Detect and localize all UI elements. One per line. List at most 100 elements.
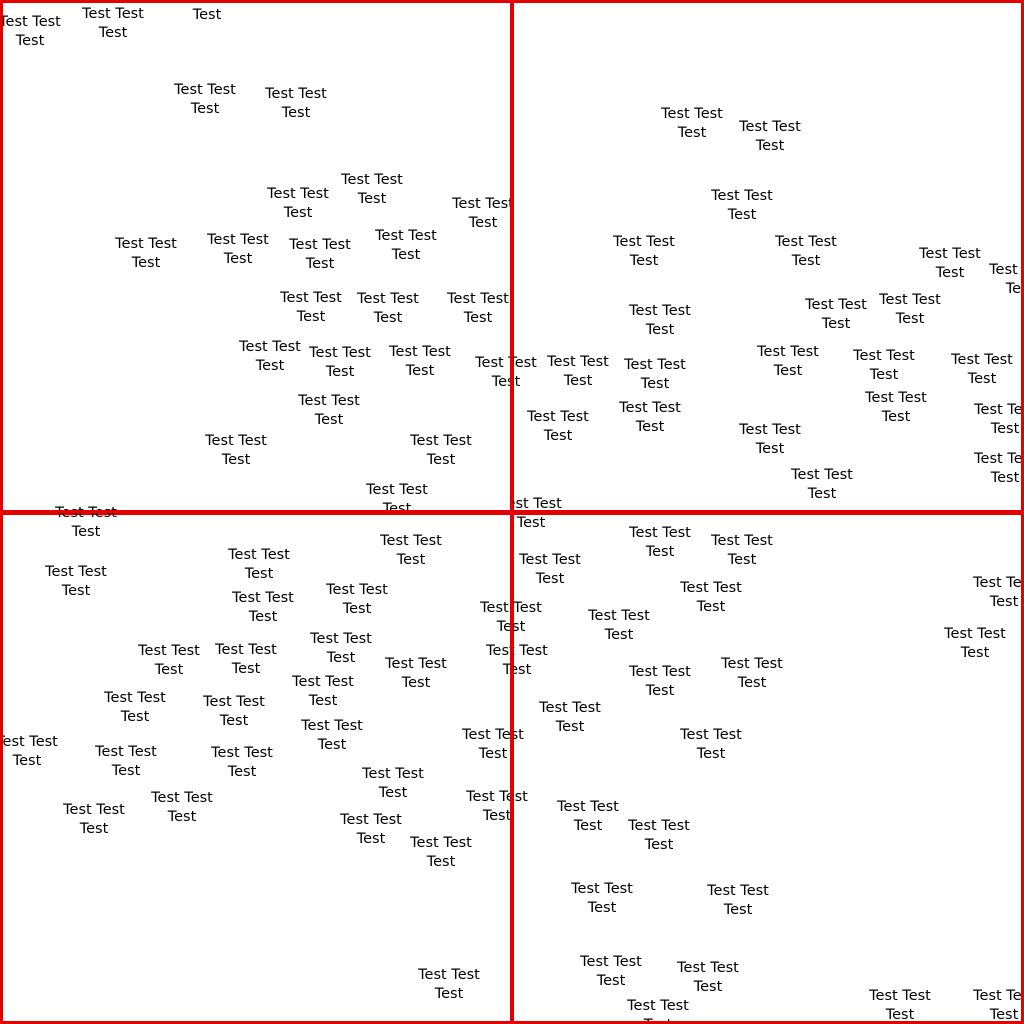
test-label: Test Test Test	[138, 643, 200, 678]
test-label: Test Test Test	[239, 339, 301, 374]
test-label: Test Test Test	[375, 228, 437, 263]
test-label: Test Test Test	[389, 344, 451, 379]
test-label: Test Test Test	[452, 196, 514, 231]
test-label: Test Test Test	[55, 510, 117, 540]
test-label: Test Test Test	[309, 345, 371, 380]
test-label: Test Test Test	[45, 564, 107, 599]
test-label: Test Test Test	[280, 290, 342, 325]
test-label: Test Test Test	[680, 727, 742, 762]
test-label: Test Test Test	[613, 234, 675, 269]
test-label: Test Test Test	[629, 525, 691, 560]
test-label: Test Test Test	[629, 664, 691, 699]
test-label: Test Test Test	[357, 513, 437, 519]
test-label: Test Test Test	[174, 82, 236, 117]
test-label: Test Test Test	[580, 954, 642, 989]
test-label: Test Test Test	[739, 119, 801, 154]
test-label: Test Test Test	[944, 626, 1006, 661]
test-label: Test Test Test	[289, 237, 351, 272]
test-label: Test Test Test	[466, 789, 514, 824]
test-label: Test Test Test	[232, 590, 294, 625]
test-label: Test Test Test	[974, 402, 1023, 437]
test-label: Test Test Test	[207, 232, 269, 267]
test-label: Test Test Test	[619, 400, 681, 435]
test-label: Test Test Test	[853, 348, 915, 383]
test-label: Test Test Test	[571, 881, 633, 916]
test-label: Test Test Test	[869, 988, 931, 1023]
test-label: Test Test Test	[628, 818, 690, 853]
test-label: Test Test Test	[711, 188, 773, 223]
test-label: Test Test Test	[721, 656, 783, 691]
test-label: Test Test Test	[151, 790, 213, 825]
test-label: Test Test Test	[627, 998, 689, 1021]
test-label: Test Test Test	[447, 291, 509, 326]
test-label: Test Test Test	[973, 988, 1022, 1023]
test-label: Test Test Test	[357, 291, 419, 326]
test-label: Test Test Test	[677, 960, 739, 995]
test-label: Test Test Test	[805, 297, 867, 332]
test-label: Test Test Test	[82, 6, 144, 41]
test-label: Test Test Test	[973, 575, 1022, 610]
test-label: Test Test Test	[557, 799, 619, 834]
test-label: Test Test Test	[919, 246, 981, 281]
test-label: Test Test Test	[380, 533, 442, 568]
test-label: Test Test Test	[310, 631, 372, 666]
test-label: Test Test Test	[362, 766, 424, 801]
test-label: Test Test Test	[512, 600, 542, 635]
test-label: Test Test Test	[527, 409, 589, 444]
test-label: Test Test Test	[462, 727, 511, 762]
test-label: Test Test Test	[267, 186, 329, 221]
test-label: Test Test Test	[510, 643, 548, 678]
test-label: Test Test Test	[341, 172, 403, 207]
test-label: Test Test Test	[410, 835, 472, 870]
test-label: Test Test Test	[298, 393, 360, 428]
test-label: Test Test Test	[519, 552, 581, 587]
test-label: Test Test Test	[974, 451, 1023, 486]
test-label: Test Test Test	[510, 355, 537, 390]
test-label: Test Test Test	[0, 734, 58, 769]
test-label: Test Test Test	[547, 354, 609, 389]
test-label: Test Test Test	[104, 690, 166, 725]
test-label: Test Test Test	[539, 700, 601, 735]
test-label: Test Test Test	[203, 694, 265, 729]
test-label: Test Test Test	[340, 812, 402, 847]
tile-bottom-right: Test Test Test Test Test Test Test Test Te…	[510, 510, 1024, 1024]
test-label: Test Test Test	[588, 608, 650, 643]
test-label: Test Test Test	[661, 106, 723, 141]
test-label: Test Test Test	[879, 292, 941, 327]
tile-bottom-left: Test Test Test Test Test Test Test Test Te…	[0, 510, 514, 1024]
test-label: Test Test Test	[513, 789, 528, 805]
tile-top-right: Test Test Test Test Test Test Test Test Te…	[510, 0, 1024, 515]
test-label: Test Test Test	[510, 727, 524, 743]
test-label: Test Test Test	[739, 422, 801, 457]
test-label: Test Test Test	[418, 967, 480, 1002]
test-label: Test Test Test	[205, 433, 267, 468]
test-label: Test Test Test	[385, 656, 447, 691]
test-label: Test Test Test	[215, 642, 277, 677]
test-label: Test Test Test	[301, 718, 363, 753]
test-label: Test Test Test	[211, 745, 273, 780]
test-label: Test Test Test	[265, 86, 327, 121]
test-label: Test Test Test	[757, 344, 819, 379]
test-label: Test Test Test	[791, 467, 853, 502]
test-label: Test Test Test	[989, 262, 1022, 297]
test-label: Test Test Test	[680, 580, 742, 615]
test-label: Test Test Test	[480, 600, 513, 635]
test-label: Test Test Test	[115, 236, 177, 271]
test-label: Test Test Test	[624, 357, 686, 392]
test-label: Test Test Test	[228, 547, 290, 582]
test-label: Test Test Test	[63, 802, 125, 837]
test-label: Test Test Test	[486, 643, 514, 678]
test-label: Test Test Test	[95, 744, 157, 779]
test-label: Test Test Test	[516, 515, 546, 531]
test-label: Test Test Test	[711, 533, 773, 568]
test-label: Test Test Test	[775, 234, 837, 269]
test-label: Test Test Test	[292, 674, 354, 709]
test-label: Test Test Test	[951, 352, 1013, 387]
tile-top-left: Test Test Test Test Test Test Test Test Te…	[0, 0, 514, 515]
test-label: Test Test Test	[707, 883, 769, 918]
test-label: Test Test Test	[0, 14, 61, 49]
test-label: Test Test Test	[326, 582, 388, 617]
test-label: Test Test Test	[410, 433, 472, 468]
test-label: Test Test Test	[176, 3, 238, 23]
